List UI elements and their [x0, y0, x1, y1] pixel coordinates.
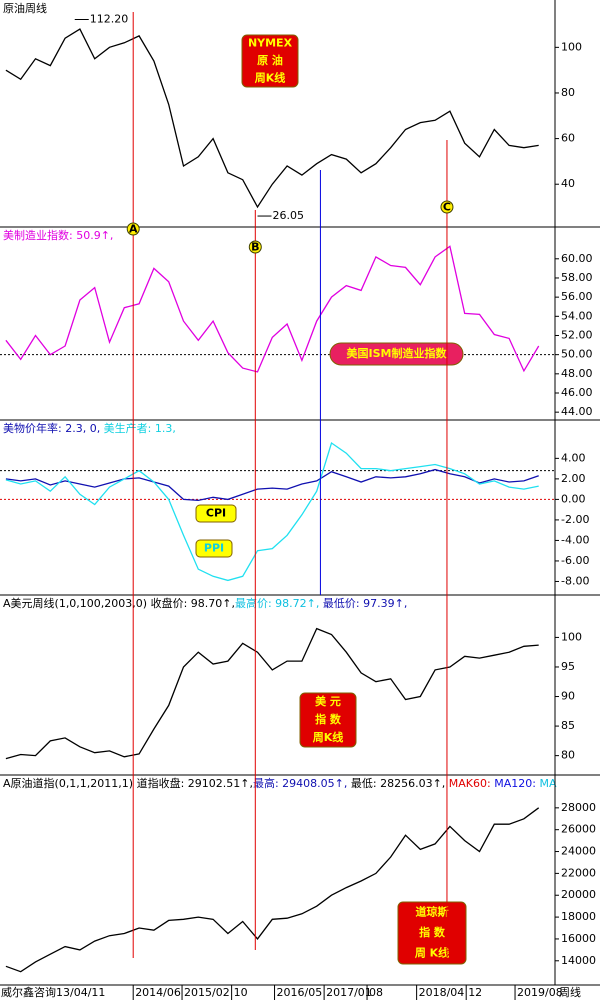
- x-corner-label: 威尔鑫咨询13/04/11: [1, 985, 105, 999]
- y-tick-label: -4.00: [561, 533, 589, 546]
- panel-title: 美制造业指数: 50.9↑,: [3, 228, 113, 242]
- annotation-box: [397, 901, 467, 965]
- x-unit-label: 周线: [559, 985, 581, 999]
- y-tick-label: 22000: [561, 866, 596, 879]
- y-tick-label: 54.00: [561, 309, 593, 322]
- title-part: A原油道指(0,1,1,2011,1) 道指收盘: 29102.51↑,: [3, 776, 253, 790]
- y-tick-label: 85: [561, 719, 575, 732]
- annotation-box: [195, 539, 233, 558]
- annotation-text: CPI: [206, 507, 226, 520]
- series-line: [5, 245, 540, 373]
- y-tick-label: 90: [561, 690, 575, 703]
- price-label: 112.20: [90, 13, 128, 26]
- x-tick-label: 2014/06: [135, 986, 181, 999]
- title-part: 最高: 29408.05↑,: [253, 776, 347, 790]
- event-marker: [440, 200, 454, 214]
- annotation-text: NYMEX: [248, 37, 293, 50]
- title-part: MA120:: [491, 777, 536, 790]
- event-label: A: [129, 223, 138, 236]
- title-part: MA: [536, 777, 557, 790]
- y-tick-label: 46.00: [561, 386, 593, 399]
- annotation-box: [241, 34, 299, 88]
- x-tick-label: 2017/01: [326, 986, 372, 999]
- title-part: 美生产者: 1.3,: [100, 421, 176, 435]
- x-tick-label: 10: [234, 986, 248, 999]
- event-marker: [248, 240, 262, 254]
- series-line: [5, 441, 539, 582]
- annotation-text: PPI: [204, 542, 224, 555]
- annotation-text: 周K线: [313, 730, 344, 744]
- panel-title: 原油周线: [3, 1, 47, 15]
- price-label: 26.05: [273, 209, 305, 222]
- y-tick-label: 60.00: [561, 252, 593, 265]
- x-tick-label: 2015/02: [184, 986, 230, 999]
- annotation-text: 道琼斯: [416, 904, 449, 918]
- y-tick-label: 80: [561, 749, 575, 762]
- y-tick-label: 16000: [561, 932, 596, 945]
- title-part: 最低: 28256.03↑,: [347, 777, 445, 790]
- y-tick-label: 60: [561, 132, 575, 145]
- series-line: [5, 627, 539, 760]
- series-line: [5, 28, 539, 209]
- y-tick-label: 52.00: [561, 328, 593, 341]
- annotation-text: 美国ISM制造业指数: [347, 346, 448, 360]
- y-tick-label: -6.00: [561, 554, 589, 567]
- y-tick-label: 40: [561, 177, 575, 190]
- panel-title: 美物价年率: 2.3, 0, 美生产者: 1.3,: [3, 421, 176, 435]
- y-tick-label: 50.00: [561, 348, 593, 361]
- y-tick-label: 100: [561, 630, 582, 643]
- annotation-box: [329, 342, 464, 366]
- y-tick-label: 0.00: [561, 492, 586, 505]
- annotation-text: 指 数: [419, 925, 446, 939]
- event-label: B: [251, 241, 259, 254]
- y-tick-label: 2.00: [561, 472, 586, 485]
- annotation-text: 美 元: [315, 694, 341, 708]
- series-line: [5, 807, 540, 973]
- title-part: 原油周线: [3, 1, 47, 15]
- y-tick-label: 56.00: [561, 290, 593, 303]
- x-tick-label: 2016/05: [277, 986, 323, 999]
- y-tick-label: 20000: [561, 888, 596, 901]
- annotation-text: 周 K线: [415, 946, 449, 960]
- annotation-text: 指 数: [315, 712, 342, 726]
- x-tick-label: 12: [468, 986, 482, 999]
- title-part: 最低价: 97.39↑,: [319, 597, 407, 610]
- y-tick-label: 44.00: [561, 405, 593, 418]
- y-tick-label: 48.00: [561, 367, 593, 380]
- y-tick-label: 95: [561, 660, 575, 673]
- y-tick-label: 14000: [561, 954, 596, 967]
- annotation-text: 周K线: [255, 70, 286, 84]
- y-tick-label: 28000: [561, 801, 596, 814]
- title-part: 最高价: 98.72↑,: [235, 596, 319, 610]
- y-tick-label: 24000: [561, 845, 596, 858]
- y-tick-label: 100: [561, 40, 582, 53]
- x-tick-label: 2018/04: [419, 986, 465, 999]
- annotation-box: [195, 504, 237, 523]
- annotation-text: 原 油: [257, 53, 283, 67]
- y-tick-label: 58.00: [561, 271, 593, 284]
- event-label: C: [443, 201, 451, 214]
- title-part: MAK60:: [445, 777, 490, 790]
- y-tick-label: 80: [561, 86, 575, 99]
- y-tick-label: -8.00: [561, 574, 589, 587]
- x-tick-label: 08: [369, 986, 383, 999]
- event-marker: [126, 222, 140, 236]
- y-tick-label: 18000: [561, 910, 596, 923]
- title-part: 美制造业指数: 50.9↑,: [3, 228, 113, 242]
- y-tick-label: 26000: [561, 823, 596, 836]
- title-part: A美元周线(1,0,100,2003,0) 收盘价: 98.70↑,: [3, 596, 235, 610]
- panel-title: A美元周线(1,0,100,2003,0) 收盘价: 98.70↑,最高价: 9…: [3, 596, 407, 610]
- x-tick-label: 2019/08: [517, 986, 563, 999]
- panel-title: A原油道指(0,1,1,2011,1) 道指收盘: 29102.51↑,最高: …: [3, 776, 557, 790]
- y-tick-label: 4.00: [561, 451, 586, 464]
- title-part: 美物价年率: 2.3, 0,: [3, 421, 100, 435]
- annotation-box: [299, 692, 357, 748]
- y-tick-label: -2.00: [561, 513, 589, 526]
- series-line: [5, 468, 539, 502]
